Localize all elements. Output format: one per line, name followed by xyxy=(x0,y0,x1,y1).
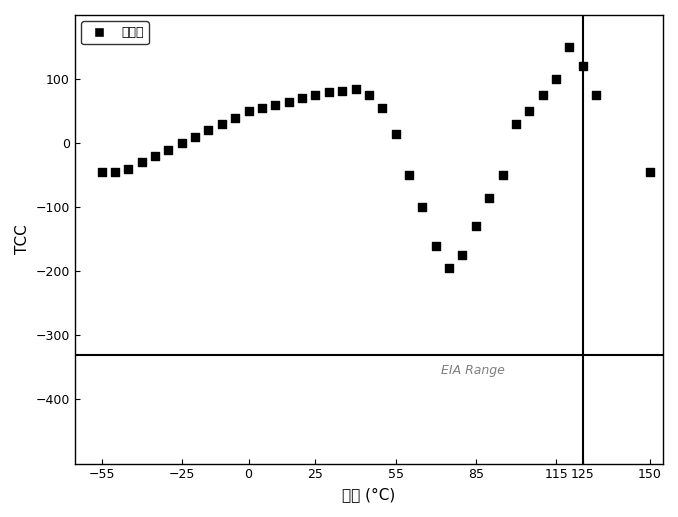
Point xyxy=(443,264,454,272)
Point xyxy=(511,120,521,128)
Point xyxy=(537,91,548,99)
Point xyxy=(337,86,348,95)
Point xyxy=(578,62,589,70)
Point xyxy=(323,88,334,96)
Point xyxy=(457,251,468,260)
Point xyxy=(190,133,201,141)
Point xyxy=(216,120,227,128)
Point xyxy=(524,107,535,115)
Point xyxy=(644,168,655,176)
Point xyxy=(417,203,428,211)
Point xyxy=(484,193,495,202)
Point xyxy=(350,85,361,93)
Point xyxy=(497,171,508,179)
Point xyxy=(471,222,481,231)
Point xyxy=(591,91,601,99)
Point xyxy=(363,91,374,99)
Text: EIA Range: EIA Range xyxy=(441,364,505,377)
Point xyxy=(243,107,254,115)
Point xyxy=(150,152,161,160)
Point xyxy=(270,101,281,109)
Point xyxy=(391,129,401,138)
Point xyxy=(297,94,308,102)
Point xyxy=(109,168,120,176)
Point xyxy=(203,126,214,134)
Point xyxy=(310,91,321,99)
X-axis label: 温度 (°C): 温度 (°C) xyxy=(342,487,395,502)
Point xyxy=(403,171,414,179)
Y-axis label: TCC: TCC xyxy=(15,224,30,254)
Point xyxy=(96,168,107,176)
Point xyxy=(551,75,561,83)
Point xyxy=(176,139,187,147)
Point xyxy=(256,104,267,112)
Point xyxy=(377,104,388,112)
Legend: 热容一: 热容一 xyxy=(81,21,148,44)
Point xyxy=(564,43,575,51)
Point xyxy=(123,164,134,173)
Point xyxy=(230,113,241,121)
Point xyxy=(136,158,147,166)
Point xyxy=(431,241,441,250)
Point xyxy=(283,97,294,105)
Point xyxy=(163,145,174,154)
